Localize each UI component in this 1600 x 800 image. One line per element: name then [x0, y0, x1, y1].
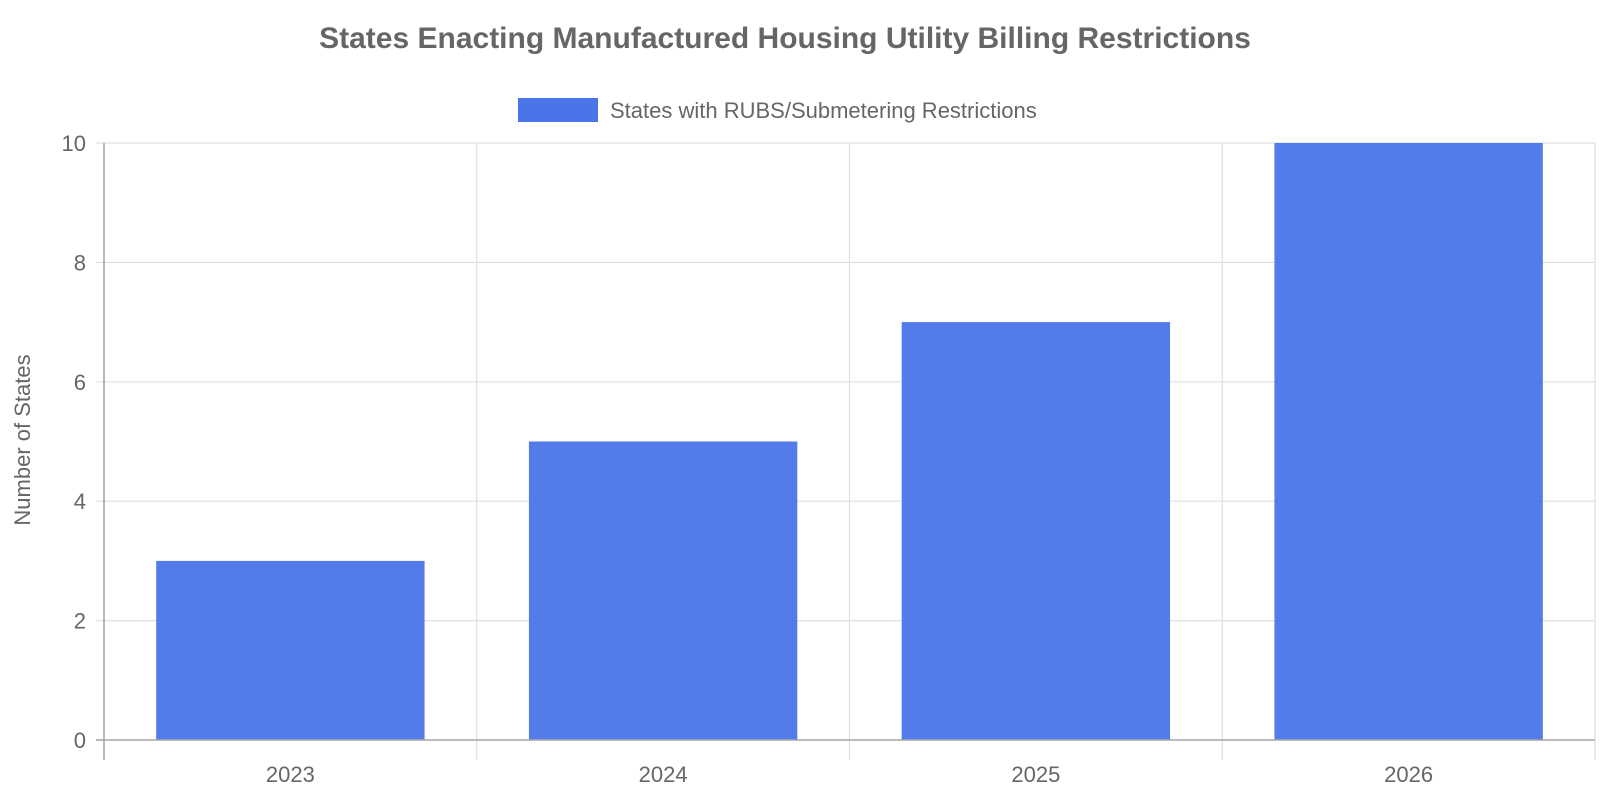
y-axis-title: Number of States [10, 354, 35, 525]
bar-2023[interactable] [156, 560, 425, 740]
x-axis-tick-labels: 2023 2024 2025 2026 [266, 762, 1433, 787]
y-tick-label: 2 [74, 609, 86, 634]
y-axis-tick-labels: 0 2 4 6 8 10 [62, 131, 86, 753]
x-tick-label: 2024 [639, 762, 688, 787]
y-tick-label: 0 [74, 728, 86, 753]
bar-2024[interactable] [528, 441, 798, 741]
legend[interactable]: States with RUBS/Submetering Restriction… [518, 98, 1037, 123]
axes [96, 143, 1595, 760]
chart-title: States Enacting Manufactured Housing Uti… [319, 22, 1251, 55]
bar-2025[interactable] [901, 322, 1171, 740]
x-tick-label: 2023 [266, 762, 315, 787]
bars [156, 143, 1543, 740]
y-tick-label: 6 [74, 370, 86, 395]
x-tick-label: 2025 [1011, 762, 1060, 787]
y-tick-label: 8 [74, 250, 86, 275]
legend-label: States with RUBS/Submetering Restriction… [610, 98, 1037, 123]
legend-swatch [518, 98, 598, 122]
x-tick-label: 2026 [1384, 762, 1433, 787]
y-tick-label: 10 [62, 131, 86, 156]
y-tick-label: 4 [74, 489, 86, 514]
bar-2026[interactable] [1274, 143, 1543, 740]
